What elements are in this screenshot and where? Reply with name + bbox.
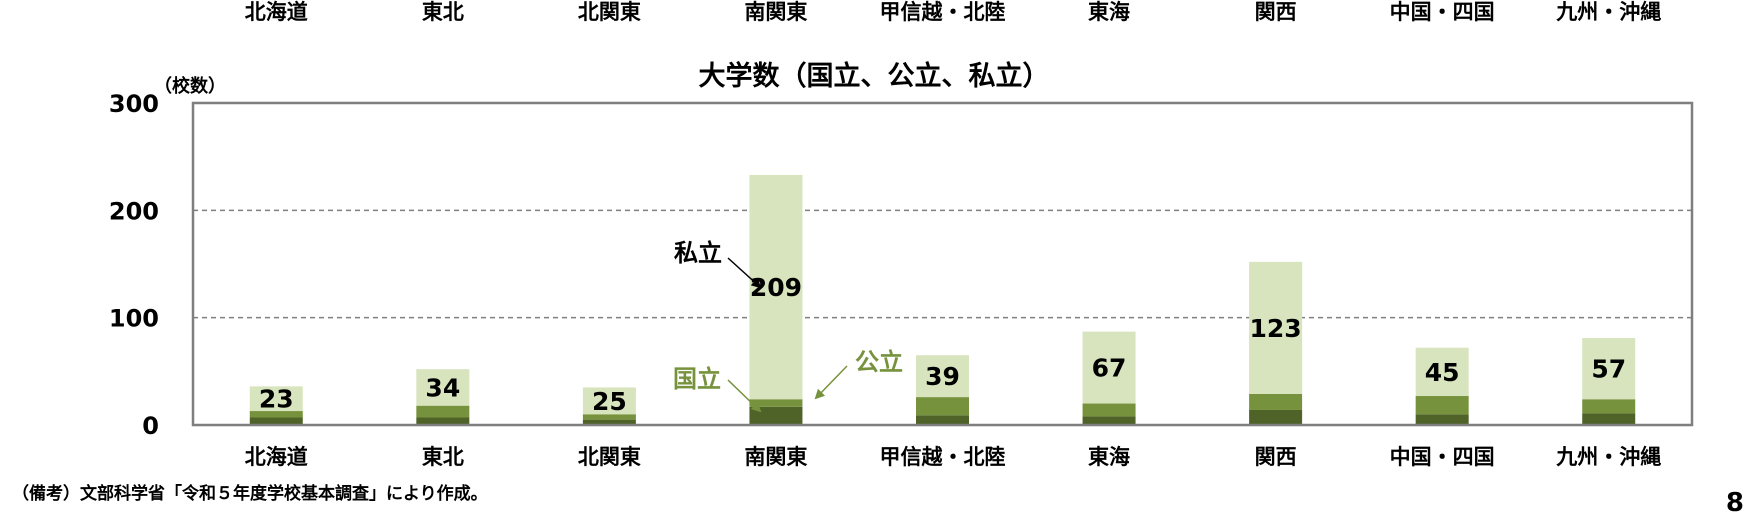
bar-value-label: 39 (925, 362, 960, 391)
bar-value-labels: 23 34 25 209 39 67 123 45 57 (259, 273, 1626, 416)
bar-value-label: 25 (592, 387, 627, 416)
bar-segment (582, 414, 636, 420)
grid-lines (193, 209, 1692, 319)
y-tick-label: 200 (109, 197, 159, 225)
x-category-labels: 北海道 東北 北関東 南関東 甲信越・北陸 東海 関西 中国・四国 九州・沖縄 (245, 445, 1661, 469)
top-category-label: 甲信越・北陸 (880, 0, 1006, 24)
bar-value-label: 23 (259, 385, 294, 414)
bars (249, 174, 1636, 425)
bar-value-label: 45 (1425, 358, 1460, 387)
top-category-label: 東海 (1088, 0, 1130, 24)
bar-segment (249, 411, 303, 418)
annotation-private: 私立 (674, 239, 722, 267)
bar-segment (249, 417, 303, 425)
annotation-public: 公立 (855, 348, 903, 376)
x-tick-label: 東北 (422, 445, 464, 469)
bar-segment (1415, 414, 1469, 425)
x-tick-label: 北海道 (245, 445, 308, 469)
chart-title: 大学数（国立、公立、私立） (699, 60, 1050, 92)
bar-segment (582, 419, 636, 425)
top-category-label: 南関東 (744, 0, 807, 24)
x-tick-label: 南関東 (744, 445, 807, 469)
bar-segment (582, 387, 636, 415)
y-tick-label: 100 (109, 305, 159, 333)
bar-value-label: 57 (1591, 355, 1626, 384)
x-tick-label: 北関東 (578, 445, 641, 469)
bar-value-label: 34 (425, 373, 460, 402)
bar-segment (416, 369, 470, 406)
bar-segment (916, 415, 969, 425)
bar-value-label: 209 (750, 273, 802, 302)
bar-segment (1082, 416, 1136, 425)
bar-segment (1582, 399, 1636, 414)
bar-segment (916, 397, 969, 416)
bar-segment (749, 406, 803, 425)
bar-segment (1249, 393, 1303, 410)
bar-segment (1249, 409, 1303, 425)
bar-segment (1415, 347, 1469, 397)
top-category-label: 中国・四国 (1390, 0, 1495, 24)
bar-segment (916, 355, 969, 398)
y-axis-label: （校数） (154, 75, 226, 97)
y-tick-label: 0 (142, 412, 159, 440)
page-number: 8 (1725, 488, 1744, 518)
x-tick-label: 関西 (1255, 445, 1297, 469)
bar-segment (749, 399, 803, 407)
annotation-public-arrow (814, 365, 848, 400)
bar-segment (416, 405, 470, 418)
bar-segment (1582, 413, 1636, 425)
x-tick-label: 中国・四国 (1390, 445, 1495, 469)
bar-segment (1082, 331, 1136, 404)
top-category-labels: 北海道 東北 北関東 南関東 甲信越・北陸 東海 関西 中国・四国 九州・沖縄 (245, 0, 1661, 24)
bar-segment (1582, 338, 1636, 400)
x-tick-label: 甲信越・北陸 (880, 445, 1006, 469)
bar-segment (249, 386, 303, 412)
bar-segment (1415, 396, 1469, 415)
top-category-label: 東北 (422, 0, 464, 24)
bar-value-label: 67 (1092, 354, 1127, 383)
bar-segment (1082, 403, 1136, 417)
x-tick-label: 東海 (1088, 445, 1130, 469)
bar-segment (1249, 261, 1303, 394)
top-category-label: 北関東 (578, 0, 641, 24)
plot-frame (191, 101, 1694, 427)
top-category-label: 九州・沖縄 (1555, 0, 1661, 24)
top-category-label: 関西 (1255, 0, 1297, 24)
x-tick-label: 九州・沖縄 (1555, 445, 1661, 469)
source-note: （備考）文部科学省「令和５年度学校基本調査」により作成。 (12, 484, 488, 504)
bar-value-label: 123 (1250, 314, 1302, 343)
top-category-label: 北海道 (245, 0, 308, 24)
annotation-private-arrow (727, 257, 762, 289)
annotation-national-arrow (727, 379, 762, 413)
annotation-national: 国立 (673, 365, 721, 393)
y-tick-label: 300 (109, 90, 159, 118)
y-tick-labels: 0 100 200 300 (109, 90, 159, 440)
bar-segment (416, 417, 470, 425)
